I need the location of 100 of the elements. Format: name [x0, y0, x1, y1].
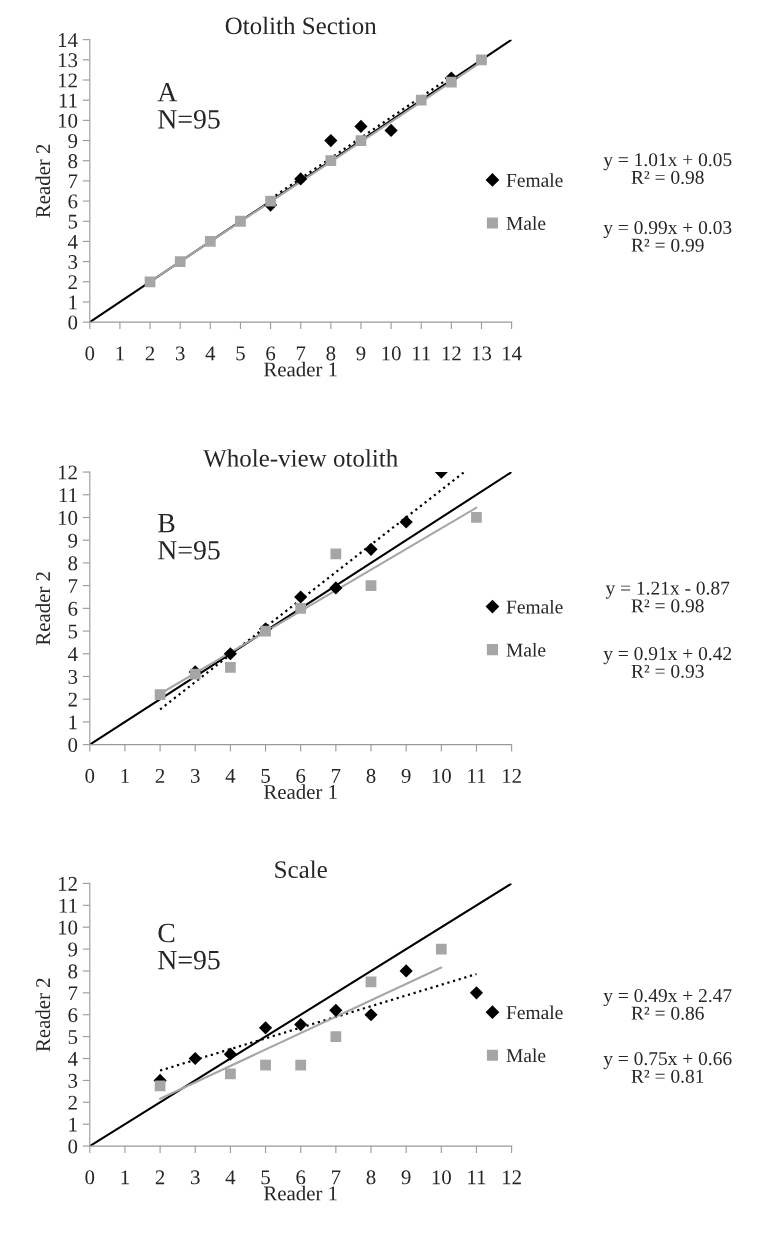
text: y = 0.99x + 0.03 R² = 0.99 — [603, 220, 732, 252]
y-tick-label: 4 — [67, 234, 78, 249]
y-tick-label: 3 — [68, 1073, 78, 1088]
text: y = 0.91x + 0.42 R² = 0.93 — [603, 647, 732, 678]
y-tick-label: 0 — [68, 315, 78, 330]
point — [471, 512, 482, 523]
x-tick-label: 3 — [191, 768, 200, 783]
legend-label: Female — [506, 1005, 563, 1020]
y-tick-label: 2 — [68, 1095, 77, 1110]
point — [365, 580, 377, 592]
legend-label: Male — [506, 642, 546, 657]
point — [265, 195, 276, 207]
point — [174, 256, 186, 267]
point — [399, 964, 413, 978]
x-tick-label: 12 — [442, 346, 461, 361]
point — [235, 215, 246, 227]
x-tick-label: 7 — [332, 769, 341, 783]
x-axis-title: Reader 1 — [263, 784, 337, 800]
y-tick-label: 1 — [69, 1117, 77, 1132]
x-tick-label: 5 — [261, 769, 270, 783]
y-tick-label: 12 — [58, 465, 77, 480]
y-tick-label: 7 — [68, 579, 78, 593]
point — [223, 1047, 237, 1061]
point — [445, 76, 457, 88]
y-tick-label: 10 — [58, 510, 78, 525]
x-tick-label: 10 — [432, 768, 451, 783]
point — [294, 172, 308, 186]
point — [295, 602, 307, 614]
x-tick-label: 5 — [261, 1170, 270, 1185]
point — [435, 943, 447, 955]
x-tick-label: 7 — [332, 1170, 341, 1185]
point — [364, 1008, 378, 1022]
point — [188, 1051, 202, 1066]
y-tick-label: 10 — [58, 920, 78, 935]
point — [295, 1059, 307, 1071]
point — [354, 119, 368, 133]
annotation: C N=95 — [158, 923, 220, 970]
legend-label: Female — [506, 599, 563, 614]
y-tick-label: 9 — [68, 533, 78, 548]
x-tick-label: 6 — [296, 1170, 306, 1185]
point — [329, 581, 343, 595]
x-tick-label: 1 — [121, 1170, 129, 1185]
x-tick-label: 9 — [356, 346, 366, 361]
y-axis-title: Reader 2 — [35, 144, 51, 218]
text: y = 0.75x + 0.66 R² = 0.81 — [603, 1052, 732, 1083]
legend-label: Male — [506, 1048, 546, 1063]
y-tick-label: 14 — [58, 33, 78, 47]
x-tick-label: 11 — [468, 1170, 486, 1185]
point — [355, 135, 367, 146]
x-tick-label: 3 — [175, 346, 185, 361]
point — [325, 155, 337, 167]
x-tick-label: 14 — [503, 346, 522, 361]
y-tick-label: 7 — [68, 174, 78, 189]
x-tick-label: 0 — [85, 1170, 95, 1185]
x-tick-label: 4 — [225, 1170, 236, 1185]
y-tick-label: 6 — [68, 194, 78, 209]
point — [154, 689, 166, 701]
x-tick-label: 3 — [191, 1170, 200, 1185]
text: y = 0.49x + 2.47 R² = 0.86 — [603, 988, 732, 1020]
y-tick-label: 2 — [68, 275, 77, 290]
x-tick-label: 1 — [121, 768, 129, 783]
x-tick-label: 8 — [366, 1170, 376, 1185]
x-tick-label: 12 — [503, 768, 521, 783]
y-tick-label: 11 — [59, 488, 77, 502]
x-tick-label: 0 — [85, 346, 95, 361]
chart-title: Otolith Section — [225, 16, 377, 35]
y-tick-label: 8 — [68, 556, 78, 571]
point — [225, 662, 236, 673]
point — [329, 1003, 343, 1017]
x-tick-label: 5 — [236, 346, 245, 361]
x-tick-label: 2 — [155, 1170, 165, 1185]
x-tick-label: 9 — [401, 1170, 411, 1185]
point — [294, 590, 308, 604]
x-tick-label: 13 — [472, 346, 492, 361]
x-tick-label: 11 — [413, 346, 430, 361]
chart-title: Whole-view otolith — [203, 449, 398, 467]
y-tick-label: 9 — [68, 942, 78, 957]
y-tick-label: 2 — [68, 692, 77, 707]
point — [330, 548, 342, 560]
y-tick-label: 6 — [68, 1008, 78, 1023]
point — [330, 1031, 342, 1043]
point — [204, 236, 216, 247]
text: y = 1.01x + 0.05 R² = 0.98 — [603, 153, 732, 185]
y-tick-label: 4 — [67, 647, 78, 662]
x-tick-label: 7 — [296, 346, 306, 361]
y-tick-label: 8 — [68, 964, 78, 979]
annotation: B N=95 — [158, 514, 220, 560]
y-tick-label: 5 — [68, 624, 78, 639]
x-tick-label: 8 — [366, 768, 376, 783]
point — [223, 647, 237, 661]
point — [469, 986, 484, 1000]
y-axis-title: Reader 2 — [35, 572, 51, 646]
x-tick-label: 8 — [326, 346, 336, 361]
x-tick-label: 12 — [503, 1170, 521, 1185]
x-tick-label: 1 — [116, 346, 124, 361]
x-tick-label: 4 — [225, 768, 236, 783]
x-tick-label: 6 — [266, 346, 276, 361]
x-tick-label: 2 — [155, 768, 165, 783]
x-tick-label: 2 — [145, 346, 155, 361]
x-tick-label: 10 — [432, 1170, 451, 1185]
